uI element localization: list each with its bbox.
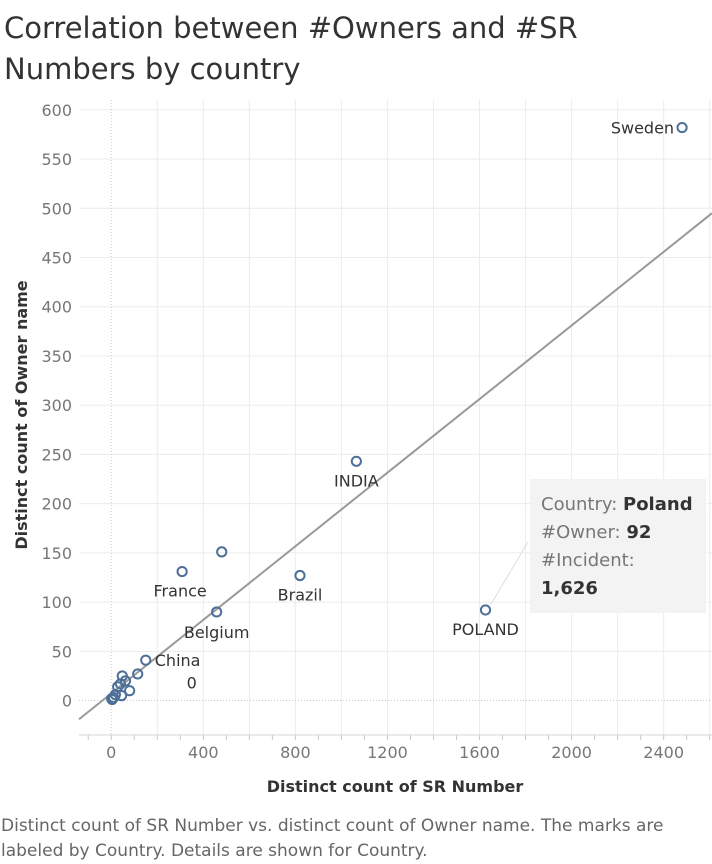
data-points[interactable] — [106, 121, 688, 706]
y-tick-label: 350 — [41, 347, 72, 366]
tooltip-incident-label: #Incident: — [541, 550, 635, 571]
data-point[interactable] — [216, 546, 228, 558]
x-tick-label: 0 — [106, 743, 116, 762]
data-point[interactable] — [106, 692, 118, 705]
trend-line — [78, 212, 712, 721]
y-tick-label: 250 — [41, 445, 72, 464]
data-point[interactable] — [676, 121, 688, 134]
y-tick-label: 300 — [41, 396, 72, 415]
point-label: China — [155, 651, 201, 670]
point-label: Sweden — [611, 119, 674, 138]
tooltip-owner-row: #Owner: 92 — [541, 519, 706, 547]
point-label: POLAND — [452, 620, 519, 639]
data-point[interactable] — [114, 678, 127, 690]
axes: 0 50 100 150 200 250 300 350 400 450 500 550 600 0 400… — [41, 101, 712, 762]
tooltip-connector — [490, 541, 529, 606]
chart-caption: Distinct count of SR Number vs. distinct… — [1, 816, 664, 861]
y-tick-label: 100 — [41, 593, 72, 612]
point-label: France — [154, 582, 207, 601]
point-label: Belgium — [184, 623, 250, 642]
y-tick-label: 0 — [62, 692, 72, 711]
tooltip-incident-value: 1,626 — [541, 578, 598, 599]
x-tick-label: 2000 — [551, 743, 592, 762]
data-point[interactable] — [124, 685, 136, 697]
x-tick-label: 2400 — [643, 743, 684, 762]
data-point[interactable] — [176, 565, 188, 578]
x-axis-title: Distinct count of SR Number — [267, 777, 524, 796]
tooltip-country-row: Country: Poland — [541, 491, 706, 519]
data-point[interactable] — [350, 455, 362, 467]
trend-line-group — [78, 212, 712, 721]
tooltip-country-label: Country: — [541, 494, 618, 515]
y-tick-label: 400 — [41, 298, 72, 317]
data-point[interactable] — [140, 654, 152, 666]
y-tick-label: 600 — [41, 101, 72, 120]
y-tick-label: 50 — [52, 642, 72, 661]
chart-title: Correlation between #Owners and #SR Numb… — [4, 11, 578, 86]
point-label: INDIA — [334, 471, 379, 490]
y-tick-label: 450 — [41, 249, 72, 268]
point-label: 0 — [187, 674, 197, 693]
x-tick-label: 800 — [280, 743, 311, 762]
tooltip-owner-label: #Owner: — [541, 522, 621, 543]
data-point[interactable] — [294, 569, 306, 582]
y-tick-label: 550 — [41, 150, 72, 169]
y-tick-label: 150 — [41, 544, 72, 563]
y-tick-label: 500 — [41, 199, 72, 218]
y-tick-label: 200 — [41, 495, 72, 514]
x-tick-label: 1600 — [459, 743, 500, 762]
tooltip-country-value: Poland — [623, 494, 693, 515]
x-tick-label: 400 — [188, 743, 219, 762]
point-labels: Sweden INDIA POLAND France Brazil Belgium Chin… — [154, 119, 675, 693]
point-label: Brazil — [278, 586, 323, 605]
data-point[interactable] — [132, 668, 144, 680]
y-axis-title: Distinct count of Owner name — [12, 280, 31, 549]
x-tick-label: 1200 — [367, 743, 408, 762]
tooltip: Country: Poland #Owner: 92 #Incident: 1,… — [530, 479, 706, 613]
data-point[interactable] — [479, 604, 492, 616]
data-point[interactable] — [211, 606, 223, 618]
grid-lines — [79, 100, 712, 735]
tooltip-owner-value: 92 — [626, 522, 652, 543]
